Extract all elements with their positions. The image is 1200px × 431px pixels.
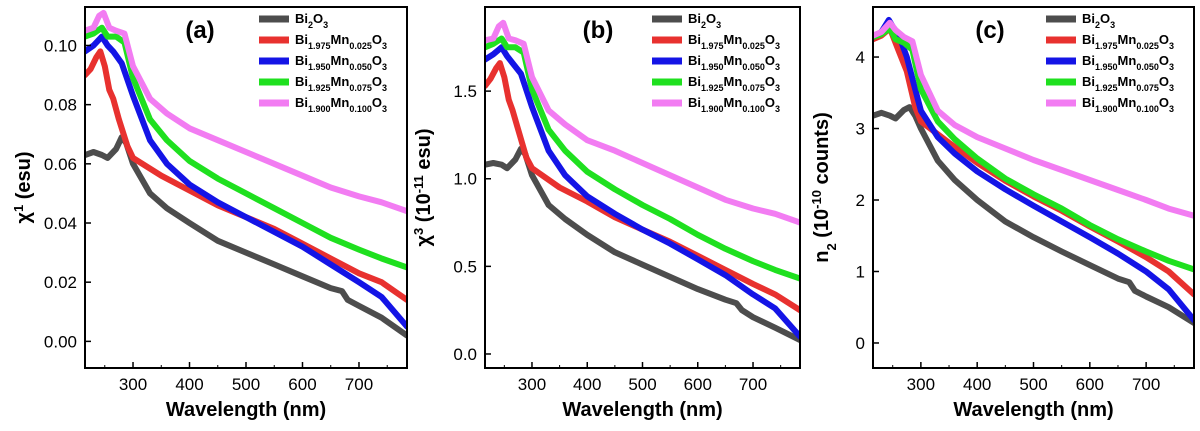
y-tick-label: 1.0	[453, 170, 477, 189]
x-tick-label: 700	[1132, 375, 1160, 394]
series-line-1	[85, 134, 407, 339]
x-tick-label: 600	[684, 375, 712, 394]
y-tick-label: 1.5	[453, 82, 477, 101]
legend-entry-2: Bi1.975Mn0.025O3	[688, 32, 780, 51]
legend: Bi2O3 Bi1.975Mn0.025O3 Bi1.950Mn0.050O3 Bi1…	[652, 11, 780, 114]
series-line-2	[85, 48, 407, 303]
y-axis-title: χ3 (10-11 esu)	[411, 129, 436, 247]
y-tick-label: 0.5	[453, 257, 477, 276]
legend-entry-2: Bi1.975Mn0.025O3	[295, 32, 387, 51]
series-line-5	[85, 9, 407, 215]
panel-b: 300 400 500 600 700 0.0 0.5 1.0 1.5 Wavelength (n…	[411, 6, 801, 421]
x-tick-label: 500	[1019, 375, 1047, 394]
series-line-5	[485, 19, 800, 226]
legend-entry-3: Bi1.950Mn0.050O3	[1082, 53, 1174, 72]
y-axis-title: χ1 (esu)	[11, 151, 36, 223]
legend-entry-1: Bi2O3	[295, 11, 328, 30]
series-line-4	[485, 35, 800, 282]
x-tick-label: 300	[907, 375, 935, 394]
x-tick-label: 500	[628, 375, 656, 394]
panel-label: (c)	[975, 17, 1004, 44]
series-line-3	[85, 33, 407, 330]
legend: Bi2O3 Bi1.975Mn0.025O3 Bi1.950Mn0.050O3 Bi1…	[1046, 11, 1174, 114]
y-tick-label: 1	[856, 262, 865, 281]
panel-c: 300 400 500 600 700 0 1 2 3 4 Wavelength (nm) n2 (1…	[809, 6, 1195, 421]
x-tick-label: 600	[288, 375, 316, 394]
y-tick-label: 3	[856, 120, 865, 139]
legend-entry-1: Bi2O3	[688, 11, 721, 30]
legend-entry-5: Bi1.900Mn0.100O3	[295, 95, 387, 114]
legend: Bi2O3 Bi1.975Mn0.025O3 Bi1.950Mn0.050O3 Bi1…	[259, 11, 387, 114]
legend-entry-3: Bi1.950Mn0.050O3	[688, 53, 780, 72]
legend-entry-4: Bi1.925Mn0.075O3	[688, 74, 780, 93]
legend-entry-4: Bi1.925Mn0.075O3	[1082, 74, 1174, 93]
series-line-4	[873, 25, 1194, 273]
panel-label: (b)	[583, 17, 614, 44]
series-line-2	[485, 60, 800, 314]
legend-entry-5: Bi1.900Mn0.100O3	[1082, 95, 1174, 114]
y-tick-label: 2	[856, 191, 865, 210]
x-axis-title: Wavelength (nm)	[562, 399, 722, 421]
legend-entry-1: Bi2O3	[1082, 11, 1115, 30]
x-tick-label: 400	[573, 375, 601, 394]
y-tick-label: 0.04	[44, 214, 77, 233]
series-line-5	[873, 19, 1194, 219]
legend-entry-5: Bi1.900Mn0.100O3	[688, 95, 780, 114]
y-tick-label: 0.00	[44, 332, 77, 351]
y-tick-label: 0	[856, 334, 865, 353]
y-tick-label: 0.02	[44, 273, 77, 292]
y-tick-label: 0.0	[453, 345, 477, 364]
y-tick-label: 0.10	[44, 36, 77, 55]
y-tick-label: 0.06	[44, 155, 77, 174]
y-axis-title: n2 (10-10 counts)	[809, 112, 839, 263]
x-tick-label: 500	[232, 375, 260, 394]
series-line-3	[485, 44, 800, 340]
x-tick-label: 700	[739, 375, 767, 394]
legend-entry-2: Bi1.975Mn0.025O3	[1082, 32, 1174, 51]
series-line-1	[873, 104, 1194, 326]
y-tick-label: 0.08	[44, 96, 77, 115]
panel-a: 300 400 500 600 700 0.00 0.02 0.04 0.06 0.08 0.10 W…	[11, 6, 408, 421]
x-tick-label: 600	[1076, 375, 1104, 394]
x-tick-label: 700	[345, 375, 373, 394]
series-line-4	[85, 24, 407, 271]
x-tick-label: 300	[518, 375, 546, 394]
x-axis-title: Wavelength (nm)	[166, 399, 326, 421]
legend-entry-4: Bi1.925Mn0.075O3	[295, 74, 387, 93]
series-line-2	[873, 25, 1194, 298]
series-line-1	[485, 145, 800, 343]
x-tick-label: 300	[119, 375, 147, 394]
x-tick-label: 400	[963, 375, 991, 394]
panel-label: (a)	[185, 17, 214, 44]
x-tick-label: 400	[175, 375, 203, 394]
legend-entry-3: Bi1.950Mn0.050O3	[295, 53, 387, 72]
y-tick-label: 4	[856, 48, 865, 67]
x-axis-title: Wavelength (nm)	[953, 399, 1113, 421]
